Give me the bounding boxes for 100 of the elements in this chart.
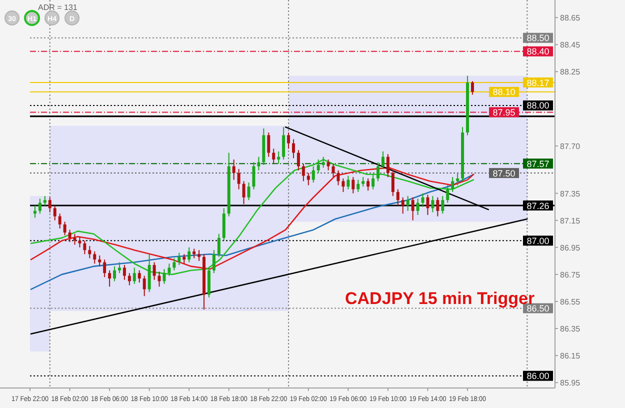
candlestick: [83, 240, 86, 255]
ref-line-label: 88.10: [492, 87, 516, 98]
candlestick: [287, 132, 290, 150]
candlestick: [242, 180, 246, 205]
candlestick: [132, 267, 136, 284]
ref-line-label: 87.50: [492, 168, 516, 178]
ref-line-label: 86.00: [526, 371, 550, 382]
candlestick: [212, 250, 216, 274]
candlestick: [292, 138, 295, 159]
ref-line-label: 87.26: [526, 200, 550, 211]
candlestick: [113, 266, 116, 282]
candlestick: [88, 246, 92, 259]
candlestick: [386, 154, 390, 178]
candlestick: [128, 272, 131, 286]
candlestick: [168, 263, 171, 276]
ref-line-label: 88.17: [526, 78, 550, 88]
candlestick: [336, 170, 340, 186]
candlestick: [158, 271, 161, 288]
candlestick: [441, 196, 444, 214]
candlestick: [38, 198, 42, 214]
y-tick-label: 86.15: [560, 352, 581, 361]
y-tick-label: 85.95: [560, 378, 581, 388]
candlestick: [267, 132, 270, 158]
candlestick: [352, 176, 355, 194]
candlestick: [232, 159, 236, 180]
y-tick-label: 87.15: [560, 216, 581, 226]
candlestick: [406, 196, 410, 212]
candlestick: [122, 264, 126, 280]
candlestick: [152, 262, 156, 280]
candlestick: [33, 204, 36, 218]
y-tick-label: 88.25: [560, 68, 581, 77]
candlestick: [470, 80, 474, 96]
candlestick: [142, 275, 146, 297]
candlestick: [411, 196, 414, 221]
candlestick: [118, 262, 121, 274]
candlestick: [162, 268, 166, 284]
candlestick: [346, 175, 350, 190]
candlestick: [252, 162, 256, 190]
candlestick: [178, 252, 181, 266]
candlestick: [451, 176, 454, 192]
candlestick: [431, 196, 434, 213]
candlestick: [68, 229, 72, 242]
candlestick: [302, 163, 305, 182]
candlestick: [198, 250, 201, 262]
candlestick: [376, 162, 380, 182]
candlestick: [257, 156, 260, 171]
candlestick: [312, 166, 315, 184]
ref-line-label: 88.50: [526, 33, 550, 44]
candlestick: [93, 250, 96, 264]
y-tick-label: 87.70: [560, 142, 581, 152]
candlestick: [237, 168, 240, 190]
candlestick: [98, 255, 102, 267]
ref-line-label: 88.00: [526, 100, 550, 111]
candlestick: [436, 196, 440, 217]
candlestick: [103, 259, 106, 278]
ref-line-label: 87.00: [526, 236, 550, 246]
candlestick: [391, 170, 394, 197]
candlestick: [416, 198, 420, 216]
annotation: ADR = 131: [38, 3, 78, 12]
y-tick-label: 86.95: [560, 243, 581, 252]
y-tick-label: 86.35: [560, 324, 581, 334]
candlestick: [342, 178, 345, 192]
candlestick: [282, 126, 286, 160]
candlestick: [63, 221, 66, 236]
y-tick-label: 86.55: [560, 297, 581, 306]
candlestick: [172, 258, 176, 271]
candlestick: [306, 172, 310, 186]
candlestick: [381, 150, 384, 170]
candlestick: [78, 236, 82, 248]
ref-line-label: 87.95: [492, 108, 516, 118]
y-tick-label: 87.35: [560, 189, 581, 198]
candlestick: [332, 163, 335, 178]
y-tick-label: 88.45: [560, 40, 581, 50]
candlestick: [296, 150, 300, 171]
candlestick: [326, 159, 330, 171]
candlestick: [58, 213, 62, 229]
candlestick: [108, 270, 112, 288]
candlestick: [138, 270, 141, 284]
y-tick-label: 86.75: [560, 270, 581, 280]
candlestick: [43, 196, 46, 206]
ref-line-label: 88.40: [526, 46, 550, 57]
candlestick: [362, 176, 365, 188]
candlestick: [182, 254, 186, 264]
y-tick-label: 88.65: [560, 14, 581, 23]
candlestick: [48, 196, 52, 213]
candlestick: [426, 194, 430, 216]
candlestick: [188, 246, 191, 263]
candlestick: [53, 204, 56, 221]
candlestick: [316, 159, 320, 174]
candlestick: [217, 233, 220, 258]
candlestick: [366, 178, 370, 192]
candlestick: [356, 179, 360, 192]
candlestick: [401, 196, 404, 214]
candlestick: [372, 174, 375, 190]
candlestick: [456, 172, 460, 186]
candlestick: [322, 156, 325, 168]
candlestick: [446, 184, 450, 204]
candlestick: [272, 148, 276, 164]
candlestick: [277, 150, 280, 164]
candlestick: [192, 248, 196, 259]
